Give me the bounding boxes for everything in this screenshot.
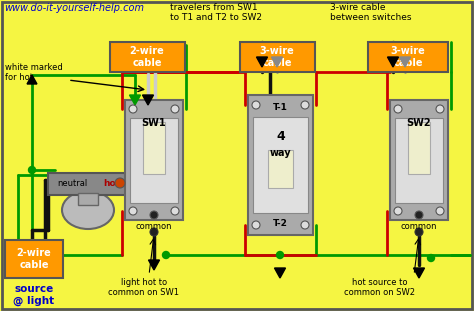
Text: neutral: neutral	[57, 179, 87, 188]
Text: 2-wire
cable: 2-wire cable	[129, 46, 164, 68]
Polygon shape	[143, 95, 154, 105]
Text: T-2: T-2	[273, 219, 288, 228]
Bar	[253, 117, 308, 213]
Bar	[268, 150, 293, 188]
Bar	[390, 100, 448, 220]
Polygon shape	[27, 75, 37, 84]
Circle shape	[415, 211, 423, 219]
Text: common: common	[401, 222, 437, 231]
Polygon shape	[148, 260, 159, 270]
Bar	[143, 122, 165, 174]
Polygon shape	[400, 57, 410, 67]
Text: hot: hot	[103, 179, 120, 188]
Polygon shape	[129, 95, 140, 105]
Bar	[408, 122, 430, 174]
Circle shape	[150, 211, 158, 219]
Circle shape	[436, 105, 444, 113]
Bar	[5, 240, 63, 278]
Polygon shape	[272, 57, 283, 67]
Text: 4: 4	[276, 131, 285, 143]
Circle shape	[171, 105, 179, 113]
Circle shape	[129, 207, 137, 215]
Text: common: common	[136, 222, 172, 231]
Circle shape	[276, 252, 283, 258]
Bar	[110, 42, 185, 72]
Circle shape	[436, 207, 444, 215]
Circle shape	[301, 221, 309, 229]
Text: www.do-it-yourself-help.com: www.do-it-yourself-help.com	[4, 3, 144, 13]
Circle shape	[394, 207, 402, 215]
Text: way: way	[270, 148, 292, 158]
Polygon shape	[388, 57, 399, 67]
Circle shape	[129, 105, 137, 113]
Polygon shape	[413, 268, 425, 278]
Bar	[48, 173, 128, 195]
Circle shape	[252, 221, 260, 229]
Text: 2-wire
cable: 2-wire cable	[17, 248, 51, 270]
Text: SW1: SW1	[142, 118, 166, 128]
Bar	[78, 193, 98, 205]
Text: 3-wire cable
between switches: 3-wire cable between switches	[330, 3, 411, 22]
Circle shape	[115, 178, 125, 188]
Bar	[395, 118, 443, 203]
Bar	[125, 100, 183, 220]
Text: white marked
for hot: white marked for hot	[5, 63, 63, 82]
Circle shape	[394, 105, 402, 113]
Text: SW2: SW2	[407, 118, 431, 128]
Text: travelers from SW1
to T1 and T2 to SW2: travelers from SW1 to T1 and T2 to SW2	[170, 3, 262, 22]
Circle shape	[301, 101, 309, 109]
Bar	[248, 95, 313, 235]
Polygon shape	[274, 268, 285, 278]
Text: light hot to
common on SW1: light hot to common on SW1	[109, 278, 180, 297]
Text: 3-wire
cable: 3-wire cable	[391, 46, 425, 68]
Bar	[368, 42, 448, 72]
Text: source
@ light: source @ light	[13, 284, 55, 306]
Circle shape	[163, 252, 170, 258]
Text: hot source to
common on SW2: hot source to common on SW2	[345, 278, 416, 297]
Circle shape	[28, 166, 36, 174]
Bar	[240, 42, 315, 72]
Bar	[130, 118, 178, 203]
Circle shape	[415, 228, 423, 236]
Circle shape	[252, 101, 260, 109]
Text: 3-wire
cable: 3-wire cable	[260, 46, 294, 68]
Circle shape	[428, 254, 435, 262]
Text: T-1: T-1	[273, 103, 288, 112]
Circle shape	[171, 207, 179, 215]
Circle shape	[150, 228, 158, 236]
Ellipse shape	[62, 191, 114, 229]
Polygon shape	[256, 57, 267, 67]
